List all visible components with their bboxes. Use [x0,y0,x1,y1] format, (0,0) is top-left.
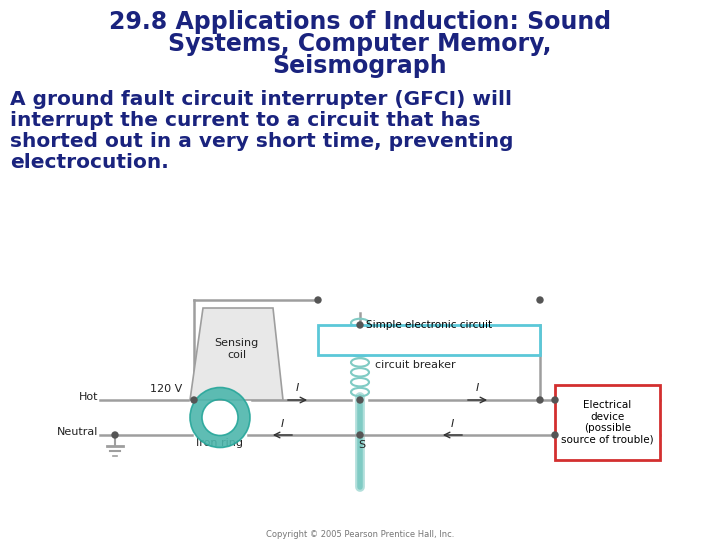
Text: Systems, Computer Memory,: Systems, Computer Memory, [168,32,552,56]
Text: 120 V: 120 V [150,384,182,394]
Text: Neutral: Neutral [57,427,98,437]
Text: 29.8 Applications of Induction: Sound: 29.8 Applications of Induction: Sound [109,10,611,34]
Text: Copyright © 2005 Pearson Prentice Hall, Inc.: Copyright © 2005 Pearson Prentice Hall, … [266,530,454,539]
Text: I: I [451,419,454,429]
Text: interrupt the current to a circuit that has: interrupt the current to a circuit that … [10,111,480,130]
Circle shape [357,397,363,403]
Polygon shape [190,308,283,400]
Circle shape [537,297,543,303]
Circle shape [112,432,118,438]
Circle shape [357,322,363,328]
Text: Sensing
coil: Sensing coil [215,338,258,360]
Circle shape [191,397,197,403]
Text: Electrical
device
(possible
source of trouble): Electrical device (possible source of tr… [561,400,654,445]
Text: A ground fault circuit interrupter (GFCI) will: A ground fault circuit interrupter (GFCI… [10,90,512,109]
Text: Seismograph: Seismograph [273,54,447,78]
Circle shape [552,397,558,403]
Text: I: I [295,383,299,393]
Wedge shape [190,388,250,448]
Text: shorted out in a very short time, preventing: shorted out in a very short time, preven… [10,132,513,151]
Text: Simple electronic circuit: Simple electronic circuit [366,320,492,330]
FancyBboxPatch shape [555,385,660,460]
Text: I: I [280,419,284,429]
Text: Iron ring: Iron ring [197,438,243,448]
Text: I: I [475,383,479,393]
Text: S: S [359,440,366,450]
FancyBboxPatch shape [318,325,540,355]
Circle shape [315,297,321,303]
Circle shape [537,397,543,403]
Circle shape [552,432,558,438]
Text: electrocution.: electrocution. [10,153,168,172]
Text: Hot: Hot [78,392,98,402]
Circle shape [357,432,363,438]
Text: Solenoid
circuit breaker: Solenoid circuit breaker [375,348,456,370]
